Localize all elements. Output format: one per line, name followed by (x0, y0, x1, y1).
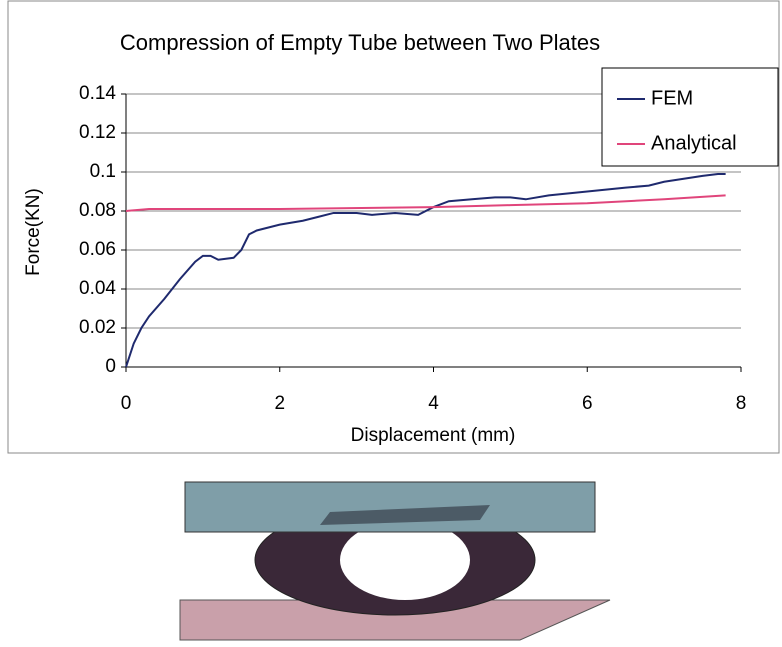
y-axis-label: Force(KN) (23, 188, 44, 276)
y-tick-label: 0.14 (79, 83, 116, 104)
x-tick-label: 2 (274, 393, 285, 414)
y-tick-label: 0.1 (90, 161, 116, 182)
tube-illustration (180, 482, 610, 640)
x-tick-label: 8 (736, 393, 747, 414)
legend-label: Analytical (651, 132, 737, 154)
y-tick-label: 0 (105, 356, 116, 377)
page: {"chart_data": { "type": "line", "title"… (0, 0, 782, 647)
y-tick-label: 0.08 (79, 200, 116, 221)
y-tick-label: 0.04 (79, 278, 116, 299)
y-tick-label: 0.06 (79, 239, 116, 260)
x-tick-label: 0 (121, 393, 132, 414)
legend: FEM Analytical (602, 68, 778, 166)
y-tick-label: 0.02 (79, 317, 116, 338)
x-tick-label: 6 (582, 393, 593, 414)
top-plate (185, 482, 595, 532)
chart-title: Compression of Empty Tube between Two Pl… (120, 30, 600, 55)
legend-label: FEM (651, 87, 693, 109)
figure: Compression of Empty Tube between Two Pl… (0, 0, 782, 647)
y-tick-label: 0.12 (79, 122, 116, 143)
x-axis-label: Displacement (mm) (351, 425, 516, 446)
x-tick-label: 4 (428, 393, 439, 414)
